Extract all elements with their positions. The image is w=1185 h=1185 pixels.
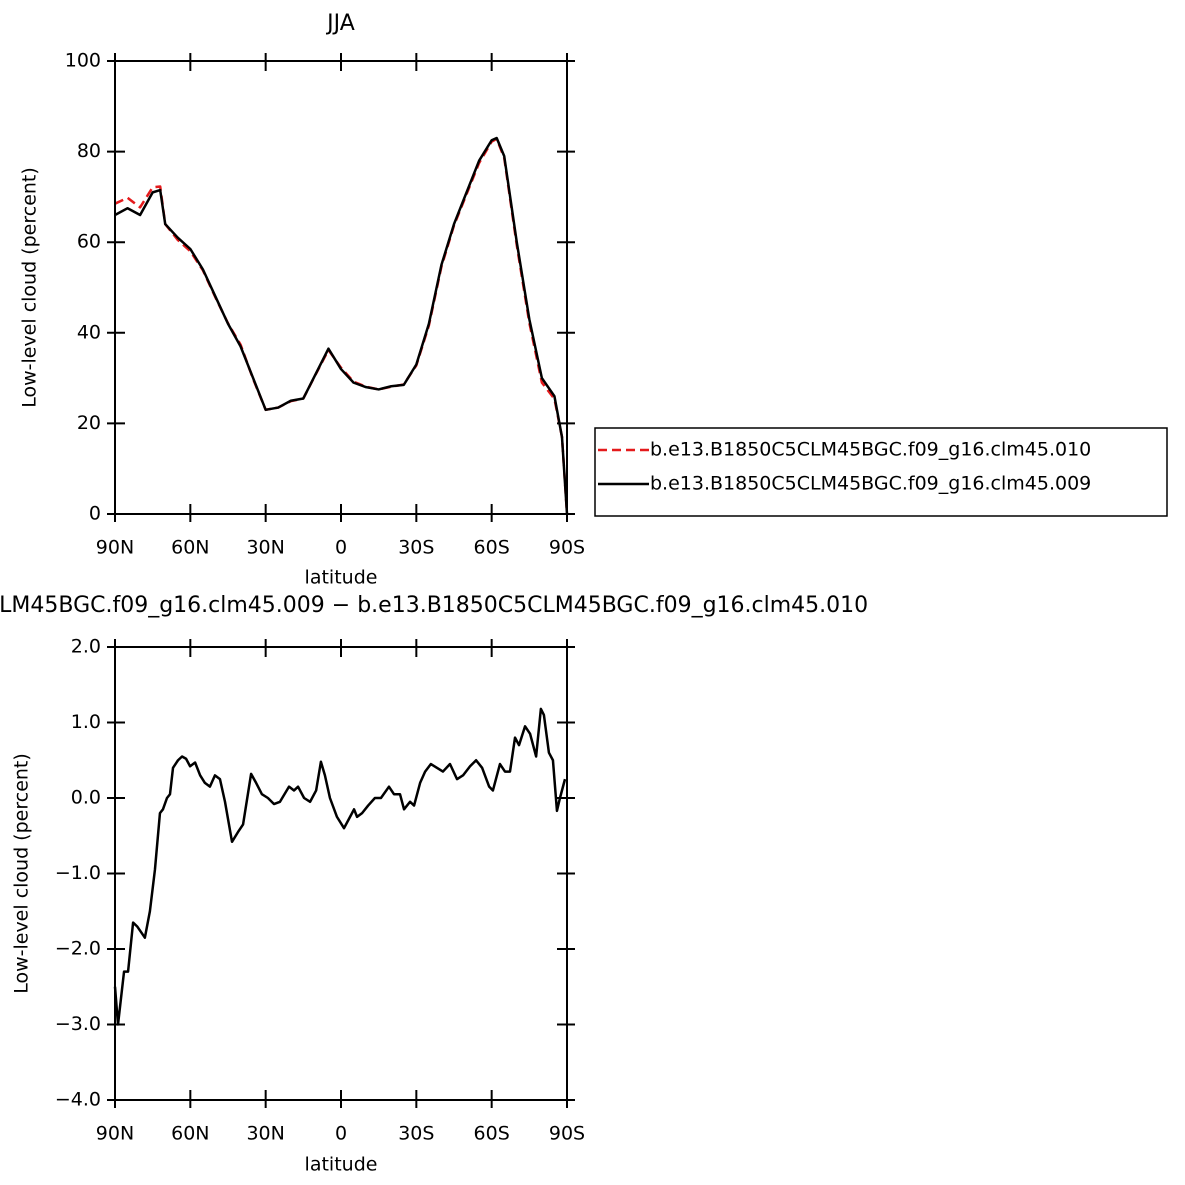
x-tick-label: 90N xyxy=(96,1123,134,1145)
y-tick-label: −4.0 xyxy=(55,1089,101,1111)
y-tick-label: 0 xyxy=(89,503,101,525)
y-tick-label: 2.0 xyxy=(71,636,101,658)
y-tick-label: −1.0 xyxy=(55,862,101,884)
y-tick-label: 100 xyxy=(65,50,101,72)
plot-frame xyxy=(114,646,568,1101)
x-tick-label: 90S xyxy=(549,537,585,559)
legend-box xyxy=(594,427,1168,517)
chart-title: b.e13.B1850C5CLM45BGC.f09_g16.clm45.009 … xyxy=(0,593,868,618)
y-axis-label: Low-level cloud (percent) xyxy=(11,753,33,994)
x-tick-label: 30S xyxy=(398,537,434,559)
y-tick-label: 20 xyxy=(77,412,101,434)
x-tick-label: 60S xyxy=(474,1123,510,1145)
chart-title: JJA xyxy=(325,11,355,36)
data-line xyxy=(114,137,569,515)
x-axis-label: latitude xyxy=(305,1154,378,1176)
x-tick-label: 60N xyxy=(171,1123,209,1145)
x-tick-label: 30N xyxy=(246,1123,284,1145)
x-tick-label: 30N xyxy=(246,537,284,559)
data-line xyxy=(114,136,569,515)
y-axis-label: Low-level cloud (percent) xyxy=(19,167,41,408)
y-tick-label: 0.0 xyxy=(71,787,101,809)
y-tick-label: −2.0 xyxy=(55,938,101,960)
data-line xyxy=(113,707,567,1026)
legend-label: b.e13.B1850C5CLM45BGC.f09_g16.clm45.010 xyxy=(650,439,1091,461)
x-tick-label: 90S xyxy=(549,1123,585,1145)
legend-label: b.e13.B1850C5CLM45BGC.f09_g16.clm45.009 xyxy=(650,473,1091,495)
y-tick-label: 60 xyxy=(77,231,101,253)
y-tick-label: 1.0 xyxy=(71,711,101,733)
x-tick-label: 60S xyxy=(474,537,510,559)
plot-frame xyxy=(114,60,568,515)
x-tick-label: 60N xyxy=(171,537,209,559)
x-tick-label: 0 xyxy=(335,1123,347,1145)
y-tick-label: 40 xyxy=(77,321,101,343)
x-tick-label: 30S xyxy=(398,1123,434,1145)
y-tick-label: −3.0 xyxy=(55,1013,101,1035)
x-axis-label: latitude xyxy=(305,567,378,589)
x-tick-label: 0 xyxy=(335,537,347,559)
x-tick-label: 90N xyxy=(96,537,134,559)
y-tick-label: 80 xyxy=(77,140,101,162)
